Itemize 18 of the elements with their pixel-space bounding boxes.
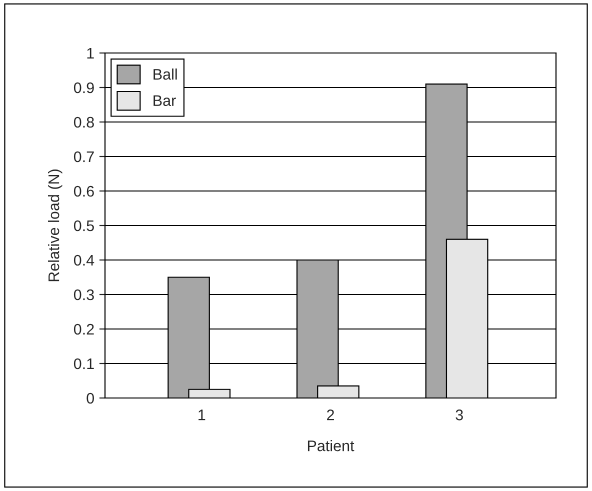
x-tick-label: 3 — [456, 410, 463, 420]
x-tick-label: 1 — [198, 410, 206, 420]
y-tick-label: 0.4 — [74, 254, 94, 266]
y-tick-label: 0.7 — [74, 151, 94, 162]
legend-label: Bar — [154, 95, 176, 106]
y-tick-label: 0.1 — [74, 358, 94, 370]
y-tick-label: 0.8 — [74, 116, 94, 128]
y-axis-title: Relative load (N) — [48, 170, 62, 282]
x-axis-title: Patient — [308, 440, 354, 452]
y-tick-label: 1 — [87, 48, 94, 59]
y-tick-label: 0.6 — [74, 186, 94, 197]
x-tick-label: 2 — [327, 410, 334, 420]
legend-label: Ball — [154, 68, 177, 80]
y-tick-label: 0 — [86, 392, 94, 404]
y-tick-label: 0.5 — [74, 220, 94, 232]
y-tick-label: 0.2 — [74, 324, 94, 335]
y-tick-label: 0.3 — [74, 289, 94, 300]
y-tick-label: 0.9 — [74, 82, 94, 94]
